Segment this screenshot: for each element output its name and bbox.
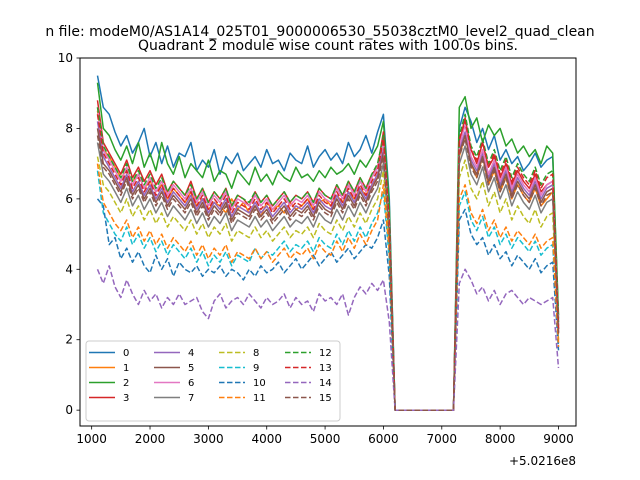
series-line-6 [96,107,560,411]
x-tick-label: 8000 [485,432,516,446]
x-tick-label: 2000 [135,432,166,446]
legend-label-2: 2 [123,378,129,389]
legend-label-10: 10 [253,378,266,389]
series-line-12 [96,107,560,411]
legend-label-8: 8 [253,348,259,359]
series-line-11 [96,163,560,411]
legend-box [85,340,341,422]
y-tick-label: 0 [65,403,73,417]
x-tick-label: 9000 [543,432,574,446]
legend-label-1: 1 [123,363,129,374]
legend-label-6: 6 [188,378,194,389]
legend-label-11: 11 [253,393,266,404]
figure-suptitle: n file: modeM0/AS1A14_025T01_9000006530_… [45,24,594,40]
legend-label-9: 9 [253,363,259,374]
series-line-2 [96,82,560,411]
legend-label-3: 3 [123,393,129,404]
y-axis: 0 2 4 6 8 10 [58,51,80,417]
y-tick-label: 6 [65,192,73,206]
legend-label-13: 13 [319,363,332,374]
legend-label-7: 7 [188,393,194,404]
legend-label-0: 0 [123,348,129,359]
legend-label-4: 4 [188,348,194,359]
axes-frame [79,57,577,427]
legend-label-15: 15 [319,393,332,404]
series-line-10 [96,198,560,411]
legend-label-12: 12 [319,348,332,359]
x-tick-label: 5000 [310,432,341,446]
y-tick-label: 2 [65,333,73,347]
series-line-13 [96,114,560,411]
y-tick-label: 4 [65,262,73,276]
x-tick-label: 4000 [251,432,282,446]
y-tick-label: 10 [58,51,73,65]
series-line-4 [96,121,560,411]
legend-label-14: 14 [319,378,332,389]
x-axis: 1000 2000 3000 4000 5000 6000 7000 8000 9000 [76,426,574,446]
x-tick-label: 6000 [368,432,399,446]
series-line-15 [96,135,560,411]
x-tick-label: 7000 [427,432,458,446]
x-tick-label: 1000 [76,432,107,446]
chart-title: Quadrant 2 module wise count rates with … [138,38,518,54]
series-line-8 [96,156,560,411]
series-layer [96,75,560,411]
series-line-14 [96,265,560,411]
series-line-7 [96,142,560,411]
series-line-9 [96,170,560,411]
legend-label-5: 5 [188,363,194,374]
y-tick-label: 8 [65,121,73,135]
x-tick-label: 3000 [193,432,224,446]
series-line-0 [96,75,560,411]
series-line-5 [96,128,560,411]
x-offset-text: +5.0216e8 [509,454,576,468]
